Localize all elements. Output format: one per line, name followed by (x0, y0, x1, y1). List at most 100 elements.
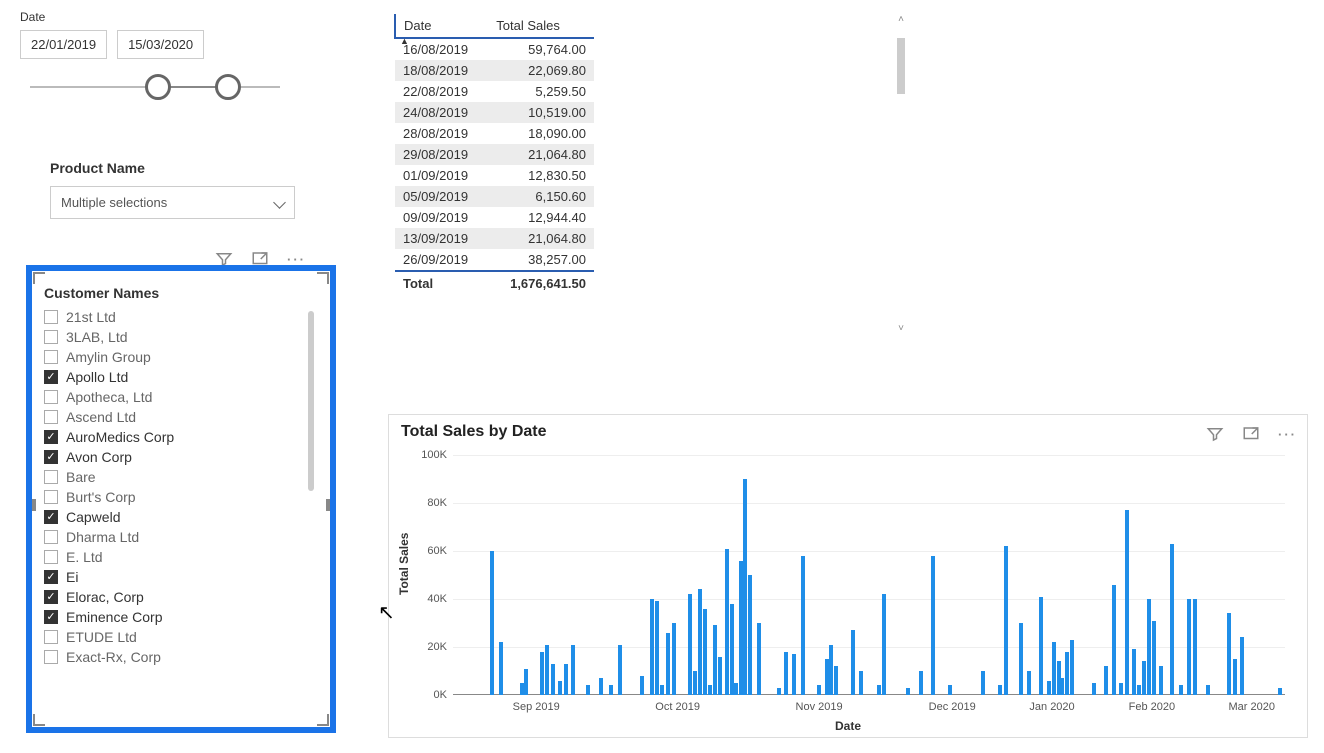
chart-bar[interactable] (599, 678, 603, 695)
chart-bar[interactable] (1092, 683, 1096, 695)
chart-bar[interactable] (1170, 544, 1174, 695)
chart-bar[interactable] (650, 599, 654, 695)
slicer-item[interactable]: Burt's Corp (44, 487, 324, 507)
slicer-item[interactable]: Avon Corp (44, 447, 324, 467)
chart-bar[interactable] (734, 683, 738, 695)
chart-bar[interactable] (666, 633, 670, 695)
chart-bar[interactable] (1019, 623, 1023, 695)
chart-bar[interactable] (640, 676, 644, 695)
focus-mode-icon[interactable] (1242, 425, 1260, 443)
chart-bar[interactable] (882, 594, 886, 695)
chart-bar[interactable] (1206, 685, 1210, 695)
slicer-item[interactable]: E. Ltd (44, 547, 324, 567)
chart-bar[interactable] (524, 669, 528, 695)
chart-bar[interactable] (1159, 666, 1163, 695)
chart-bar[interactable] (655, 601, 659, 695)
slicer-item[interactable]: Ei (44, 567, 324, 587)
chart-bar[interactable] (558, 681, 562, 695)
chart-bar[interactable] (1125, 510, 1129, 695)
chart-bar[interactable] (1119, 683, 1123, 695)
checkbox-icon[interactable] (44, 350, 58, 364)
chart-bar[interactable] (499, 642, 503, 695)
checkbox-icon[interactable] (44, 330, 58, 344)
chart-bar[interactable] (859, 671, 863, 695)
slicer-item[interactable]: Ascend Ltd (44, 407, 324, 427)
table-row[interactable]: 28/08/201918,090.00 (395, 123, 594, 144)
chart-bar[interactable] (1137, 685, 1141, 695)
slider-handle-end[interactable] (215, 74, 241, 100)
chart-bar[interactable] (784, 652, 788, 695)
chart-bar[interactable] (718, 657, 722, 695)
more-options-icon[interactable]: ··· (1278, 427, 1297, 442)
slicer-item[interactable]: Elorac, Corp (44, 587, 324, 607)
checkbox-icon[interactable] (44, 310, 58, 324)
chart-bar[interactable] (919, 671, 923, 695)
chart-bar[interactable] (1070, 640, 1074, 695)
table-row[interactable]: 01/09/201912,830.50 (395, 165, 594, 186)
chart-bar[interactable] (981, 671, 985, 695)
table-row[interactable]: 22/08/20195,259.50 (395, 81, 594, 102)
checkbox-icon[interactable] (44, 610, 58, 624)
chart-bar[interactable] (877, 685, 881, 695)
slicer-item[interactable]: Apotheca, Ltd (44, 387, 324, 407)
product-dropdown[interactable]: Multiple selections (50, 186, 295, 219)
checkbox-icon[interactable] (44, 650, 58, 664)
chart-bar[interactable] (1065, 652, 1069, 695)
slicer-item[interactable]: Eminence Corp (44, 607, 324, 627)
chart-bar[interactable] (725, 549, 729, 695)
chart-bar[interactable] (1004, 546, 1008, 695)
chart-bar[interactable] (998, 685, 1002, 695)
resize-handle-icon[interactable] (32, 499, 36, 511)
table-row[interactable]: 24/08/201910,519.00 (395, 102, 594, 123)
scroll-up-icon[interactable]: ˄ (898, 14, 904, 25)
chart-bar[interactable] (906, 688, 910, 695)
checkbox-icon[interactable] (44, 570, 58, 584)
chart-bar[interactable] (1052, 642, 1056, 695)
chart-bar[interactable] (948, 685, 952, 695)
chart-bar[interactable] (801, 556, 805, 695)
chart-bar[interactable] (1193, 599, 1197, 695)
chart-bar[interactable] (748, 575, 752, 695)
chart-bar[interactable] (1233, 659, 1237, 695)
chart-bar[interactable] (1060, 678, 1064, 695)
checkbox-icon[interactable] (44, 630, 58, 644)
chart-bar[interactable] (564, 664, 568, 695)
slicer-item[interactable]: Apollo Ltd (44, 367, 324, 387)
chart-bar[interactable] (708, 685, 712, 695)
table-row[interactable]: 29/08/201921,064.80 (395, 144, 594, 165)
chart-bar[interactable] (931, 556, 935, 695)
chart-bar[interactable] (586, 685, 590, 695)
chart-bar[interactable] (743, 479, 747, 695)
table-row[interactable]: 16/08/201959,764.00 (395, 38, 594, 60)
chart-bar[interactable] (777, 688, 781, 695)
chart-bar[interactable] (698, 589, 702, 695)
chart-bar[interactable] (834, 666, 838, 695)
slicer-item[interactable]: Capweld (44, 507, 324, 527)
table-row[interactable]: 05/09/20196,150.60 (395, 186, 594, 207)
chart-bar[interactable] (1187, 599, 1191, 695)
scrollbar[interactable]: ˄ ˅ (892, 14, 910, 334)
chart-bar[interactable] (1240, 637, 1244, 695)
slicer-item[interactable]: Amylin Group (44, 347, 324, 367)
chart-bar[interactable] (703, 609, 707, 695)
slicer-list[interactable]: 21st Ltd3LAB, LtdAmylin GroupApollo LtdA… (38, 307, 324, 719)
chart-bar[interactable] (713, 625, 717, 695)
table-row[interactable]: 18/08/201922,069.80 (395, 60, 594, 81)
checkbox-icon[interactable] (44, 530, 58, 544)
slicer-item[interactable]: Exact-Rx, Corp (44, 647, 324, 667)
checkbox-icon[interactable] (44, 470, 58, 484)
filter-icon[interactable] (1206, 425, 1224, 443)
checkbox-icon[interactable] (44, 390, 58, 404)
checkbox-icon[interactable] (44, 450, 58, 464)
table-row[interactable]: 13/09/201921,064.80 (395, 228, 594, 249)
chart-bar[interactable] (660, 685, 664, 695)
scrollbar-thumb[interactable] (308, 311, 314, 491)
slicer-item[interactable]: Dharma Ltd (44, 527, 324, 547)
chart-bar[interactable] (1179, 685, 1183, 695)
checkbox-icon[interactable] (44, 490, 58, 504)
date-end-input[interactable]: 15/03/2020 (117, 30, 204, 59)
chart-bar[interactable] (792, 654, 796, 695)
chart-bar[interactable] (490, 551, 494, 695)
slicer-item[interactable]: Bare (44, 467, 324, 487)
checkbox-icon[interactable] (44, 590, 58, 604)
